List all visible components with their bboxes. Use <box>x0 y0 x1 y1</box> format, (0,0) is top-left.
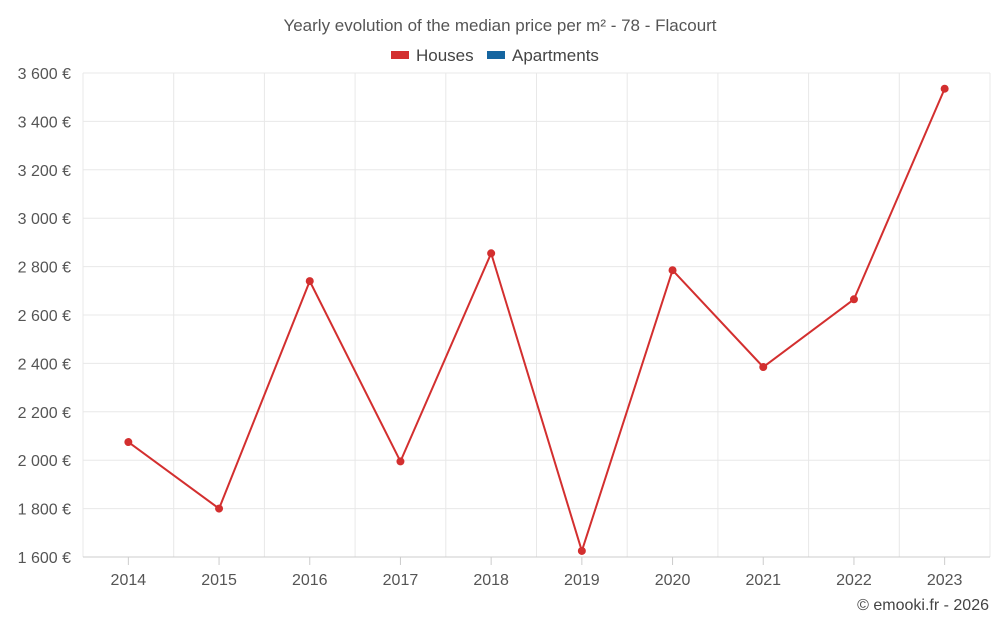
x-tick-label: 2020 <box>655 572 691 589</box>
x-tick-label: 2017 <box>383 572 419 589</box>
x-tick-label: 2018 <box>473 572 509 589</box>
data-point[interactable] <box>396 457 405 466</box>
y-tick-label: 2 600 € <box>18 308 71 325</box>
x-tick-label: 2023 <box>927 572 963 589</box>
y-tick-label: 2 200 € <box>18 405 71 422</box>
gridlines <box>82 72 991 558</box>
legend-label-apartments[interactable]: Apartments <box>512 46 599 65</box>
x-tick-label: 2019 <box>564 572 600 589</box>
y-tick-label: 1 800 € <box>18 502 71 519</box>
x-tick-label: 2014 <box>111 572 147 589</box>
x-tick-label: 2015 <box>201 572 237 589</box>
y-tick-label: 3 600 € <box>18 66 71 83</box>
x-axis: 2014 2015 2016 2017 2018 2019 2020 2021 2022 2023 <box>83 556 990 589</box>
x-tick-label: 2022 <box>836 572 872 589</box>
y-tick-label: 1 600 € <box>18 550 71 567</box>
y-tick-label: 2 400 € <box>18 356 71 373</box>
x-tick-label: 2016 <box>292 572 328 589</box>
y-tick-label: 3 000 € <box>18 211 71 228</box>
y-tick-label: 3 400 € <box>18 114 71 131</box>
y-tick-label: 3 200 € <box>18 163 71 180</box>
y-tick-label: 2 800 € <box>18 260 71 277</box>
y-tick-label: 2 000 € <box>18 453 71 470</box>
series-line <box>127 88 946 552</box>
data-point[interactable] <box>759 363 768 372</box>
data-point[interactable] <box>487 249 496 258</box>
data-point[interactable] <box>305 277 314 286</box>
legend-swatch-apartments[interactable] <box>487 51 505 59</box>
chart-title: Yearly evolution of the median price per… <box>283 16 716 35</box>
legend: Houses Apartments <box>391 46 599 65</box>
x-tick-label: 2021 <box>745 572 781 589</box>
data-point[interactable] <box>849 295 858 304</box>
legend-label-houses[interactable]: Houses <box>416 46 474 65</box>
credit-text: © emooki.fr - 2026 <box>857 597 989 614</box>
data-point[interactable] <box>215 504 224 513</box>
data-point[interactable] <box>940 84 949 93</box>
data-point[interactable] <box>668 266 677 275</box>
series-houses <box>124 84 949 555</box>
legend-swatch-houses[interactable] <box>391 51 409 59</box>
y-axis: 1 600 € 1 800 € 2 000 € 2 200 € 2 400 € 2 600… <box>18 66 71 567</box>
data-point[interactable] <box>577 546 586 555</box>
data-point[interactable] <box>124 438 133 447</box>
